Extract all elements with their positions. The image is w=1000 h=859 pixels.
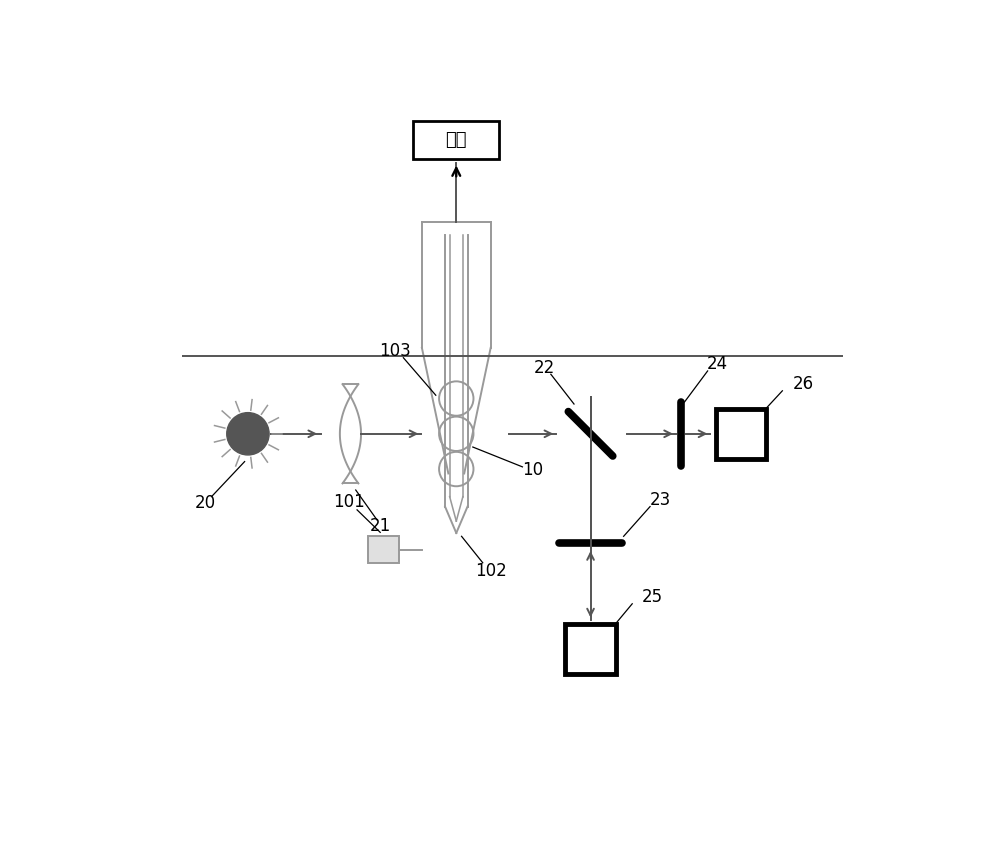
Text: 10: 10	[522, 461, 543, 479]
Text: 22: 22	[534, 359, 555, 376]
Bar	[565, 624, 616, 674]
Text: 20: 20	[194, 494, 215, 512]
Text: 23: 23	[649, 491, 671, 509]
Bar	[716, 409, 766, 459]
Text: 26: 26	[792, 375, 813, 393]
Text: 103: 103	[380, 342, 411, 360]
Circle shape	[227, 412, 269, 455]
Text: 24: 24	[707, 356, 728, 374]
Text: 废液: 废液	[446, 131, 467, 149]
Bar	[413, 121, 499, 159]
Text: 102: 102	[475, 563, 507, 581]
Text: 101: 101	[333, 493, 365, 511]
Bar	[368, 536, 399, 564]
Text: 25: 25	[642, 588, 663, 606]
Text: 21: 21	[370, 517, 391, 535]
